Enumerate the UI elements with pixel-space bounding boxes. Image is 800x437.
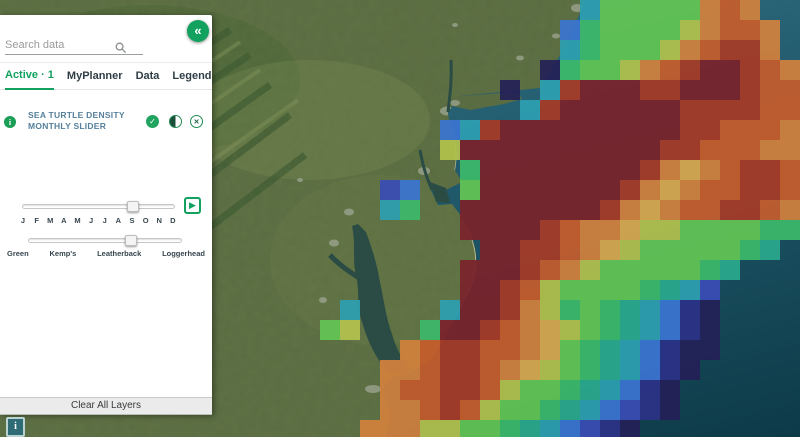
tab-myplanner[interactable]: MyPlanner (66, 70, 123, 82)
month-slider-track[interactable] (22, 204, 175, 209)
layer-card: i SEA TURTLE DENSITY MONTHLY SLIDER ✓ ✕ … (0, 91, 212, 258)
layer-info-icon[interactable]: i (4, 116, 16, 128)
species-label: Leatherback (97, 249, 142, 258)
species-label: Kemp's (49, 249, 77, 258)
species-slider-handle[interactable] (124, 235, 137, 246)
clear-all-layers-button[interactable]: Clear All Layers (0, 397, 212, 415)
month-label: M (47, 216, 54, 225)
search-row (0, 15, 212, 61)
layer-title: SEA TURTLE DENSITY MONTHLY SLIDER (28, 110, 125, 131)
search-icon (115, 42, 127, 54)
month-label: J (20, 216, 26, 225)
collapse-panel-button[interactable]: « (187, 20, 209, 42)
month-label: A (115, 216, 122, 225)
play-button[interactable]: ▶ (184, 197, 201, 214)
species-label: Loggerhead (162, 249, 205, 258)
month-label: O (142, 216, 149, 225)
tab-legend[interactable]: Legend (172, 70, 212, 82)
layer-visibility-check-icon[interactable]: ✓ (146, 115, 159, 128)
map-info-button[interactable]: i (6, 417, 25, 437)
month-slider-handle[interactable] (127, 201, 140, 212)
month-label: A (61, 216, 67, 225)
layer-remove-icon[interactable]: ✕ (190, 115, 203, 128)
month-label: F (34, 216, 39, 225)
month-label: S (129, 216, 135, 225)
species-labels: Green Kemp's Leatherback Loggerhead (7, 249, 205, 258)
month-label: J (89, 216, 94, 225)
layers-panel: « Active · 1 MyPlanner Data Legend i SEA TU… (0, 15, 212, 415)
month-label: D (170, 216, 176, 225)
species-slider-track[interactable] (28, 238, 182, 243)
search-input[interactable] (5, 37, 143, 55)
month-label: N (156, 216, 162, 225)
species-label: Green (7, 249, 29, 258)
tab-active-1[interactable]: Active · 1 (5, 62, 54, 90)
month-label: J (102, 216, 107, 225)
tab-bar: Active · 1 MyPlanner Data Legend (0, 62, 212, 90)
layer-opacity-icon[interactable] (169, 115, 182, 128)
tab-data[interactable]: Data (135, 70, 160, 82)
month-label: M (74, 216, 81, 225)
